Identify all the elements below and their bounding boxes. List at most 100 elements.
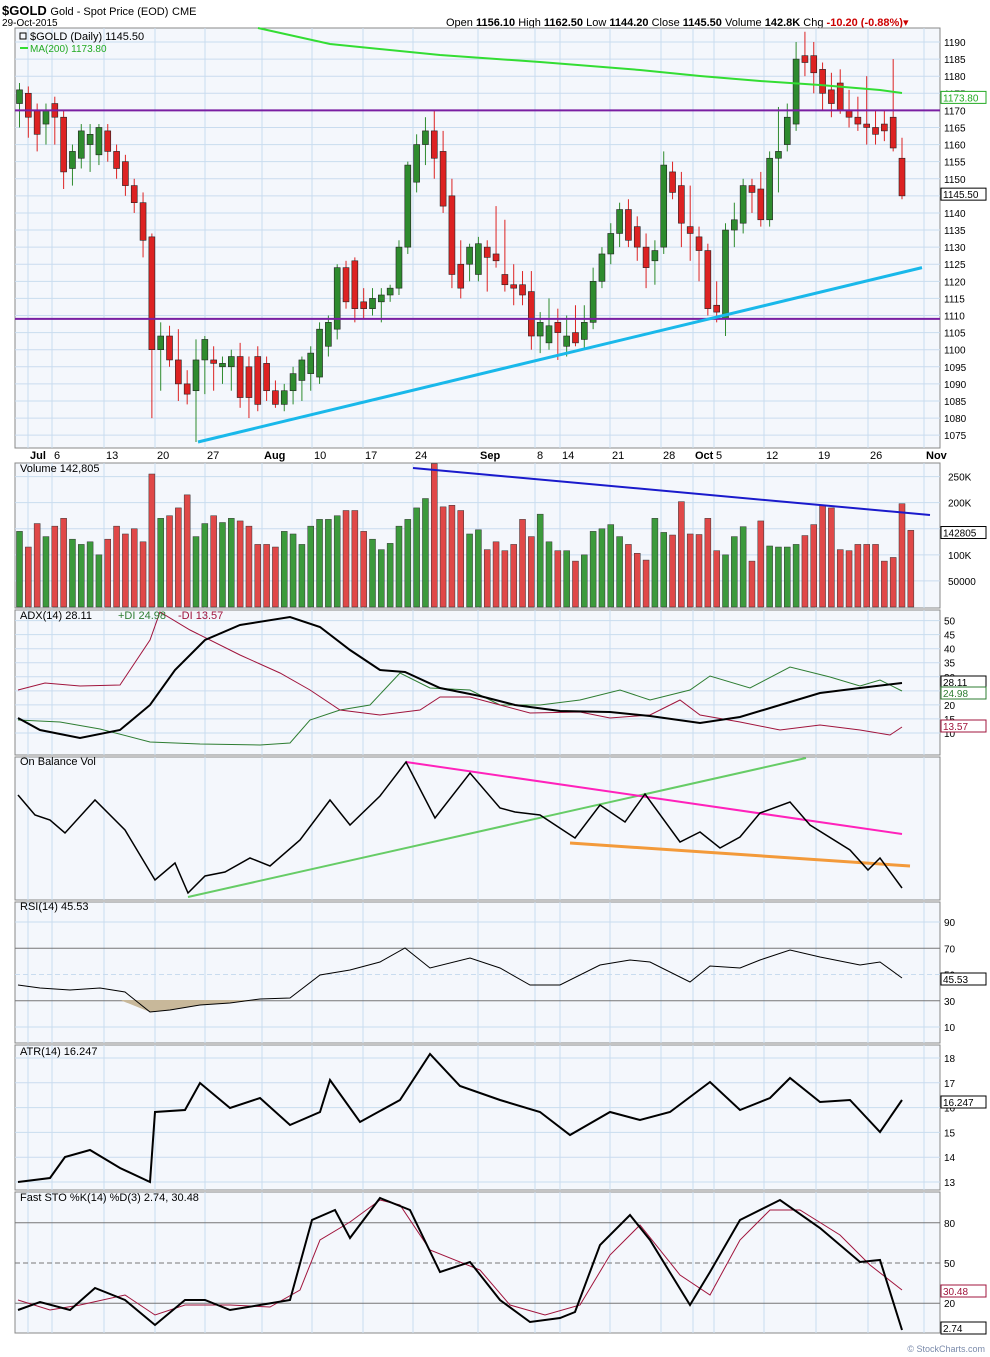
candle-body [404,164,412,248]
volume-bar [139,541,147,608]
volume-bar [298,544,306,608]
volume-bar [801,535,809,608]
atr-legend: ATR(14) 16.247 [20,1046,97,1058]
volume-bar [228,518,235,608]
candle-body [430,130,438,159]
volume-bar [731,536,738,608]
volume-bar [69,538,76,608]
volume-bar [192,536,200,608]
candle-body [289,373,297,392]
volume-bar [836,549,844,608]
x-axis-label: 5 [716,450,722,462]
atr-tick-label: 14 [944,1153,956,1164]
x-axis-label: 21 [612,450,624,462]
volume-bar [634,553,641,608]
low-label: Low [586,17,607,29]
x-axis-label: 10 [314,450,326,462]
plus-di-legend: +DI 24.98 [118,610,166,622]
close-label: Close [651,17,680,29]
volume-bar [175,507,182,608]
volume-tick-label: 100K [948,551,972,562]
x-axis-label: 24 [415,450,427,462]
price-tick-label: 1170 [944,106,966,117]
candle-body [86,134,94,145]
price-tick-label: 1125 [944,260,966,271]
candle-body [272,390,279,405]
adx-tick-label: 45 [944,631,956,642]
candle-body [219,363,226,368]
volume-bar [210,515,217,608]
x-axis-label: Jul [30,450,46,462]
adx-tick-label: 20 [944,701,956,712]
open-label: Open [446,17,473,29]
volume-bar [51,525,59,608]
exchange: CME [172,6,197,18]
trendline-support [197,266,923,444]
rsi-tick-label: 90 [944,918,956,929]
rsi-tag-box [940,972,987,986]
price-tick-label: 1075 [944,431,967,442]
candle-body [122,161,129,186]
volume-bar [642,559,650,608]
volume-bar [616,536,623,608]
candle-body [360,301,367,309]
candle-body [881,123,888,132]
candle-body [669,171,676,193]
ohlc-bar: Open 1156.10 High 1162.50 Low 1144.20 Cl… [446,16,909,29]
volume-bar [581,554,588,608]
legend-candle-icon [19,32,27,40]
volume-bar [16,531,23,608]
volume-bar [254,544,262,608]
candle-body [563,335,570,347]
candle-body [369,298,376,309]
candle-body [819,69,826,94]
volume-tick-label: 250K [948,473,972,484]
candle-body [872,127,879,135]
x-axis-label: 17 [365,450,377,462]
candle-body [678,185,685,224]
x-axis-label: 26 [870,450,882,462]
volume-bar [563,550,570,608]
volume-bar [166,515,173,608]
volume-bar [404,519,412,608]
legend-ma200: MA(200) 1173.80 [30,44,107,55]
candle-body [810,55,818,74]
volume-bar [854,544,862,608]
candle-body [42,110,50,125]
price-tick-label: 1135 [944,226,966,237]
candle-body [448,195,456,275]
volume-bar [413,507,420,608]
candle-body [130,185,138,203]
candle-body [395,246,403,289]
candle-body [157,335,164,350]
candle-body [422,130,429,145]
price-tick-label: 1165 [944,123,966,134]
x-axis-label: 13 [106,450,118,462]
candle-body [625,209,632,241]
x-axis-label: Aug [264,450,285,462]
volume-bar [819,505,826,608]
candle-body [545,325,553,344]
chg-value: -10.20 (-0.88%) [826,17,903,29]
open-value: 1156.10 [475,17,516,29]
volume-bar [475,529,482,608]
candle-body [139,202,147,241]
candle-body [280,390,288,405]
volume-bar [766,545,773,608]
volume-bar [898,503,906,608]
volume-tag: 142805 [943,529,977,540]
candle-body [228,356,235,368]
volume-bar [33,523,41,608]
candle-body [801,55,809,63]
sto-tick-label: 20 [944,1299,956,1310]
candle-body [316,328,323,378]
volume-bar [272,546,279,608]
candle-body [898,157,906,197]
volume-bar [378,549,385,608]
candle-body [775,151,782,159]
candle-body [519,284,526,296]
candle-body [439,151,447,207]
chart-date: 29-Oct-2015 [2,18,58,29]
atr-tick-label: 16 [944,1104,956,1115]
price-tick-label: 1185 [944,55,966,66]
